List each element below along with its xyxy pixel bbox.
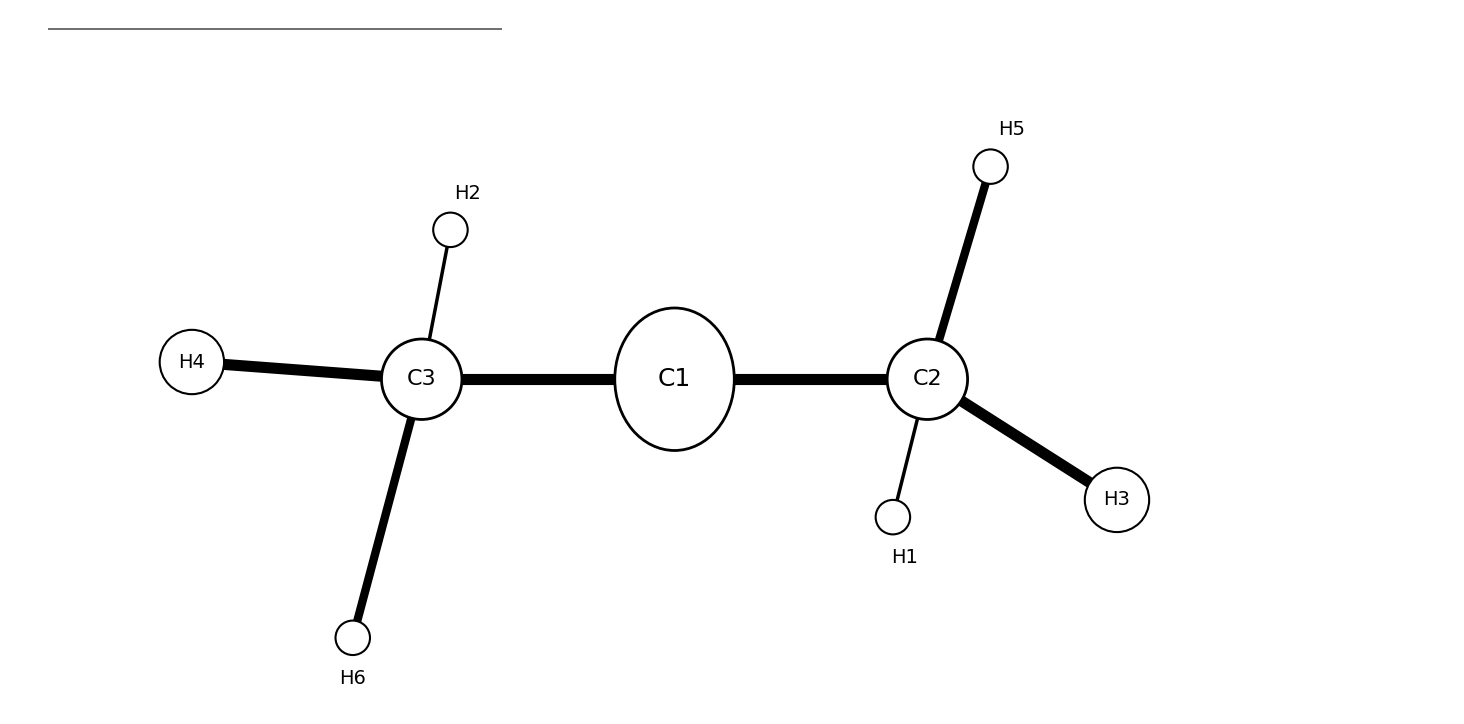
Text: H4: H4: [179, 353, 205, 371]
Text: H5: H5: [998, 120, 1025, 139]
Text: C3: C3: [407, 369, 436, 390]
Ellipse shape: [160, 330, 224, 394]
Ellipse shape: [615, 308, 735, 450]
Ellipse shape: [875, 500, 911, 534]
Text: C1: C1: [657, 367, 691, 391]
Text: C2: C2: [912, 369, 943, 390]
Ellipse shape: [974, 149, 1007, 184]
Text: H2: H2: [454, 184, 482, 203]
Text: H6: H6: [340, 668, 366, 688]
Ellipse shape: [887, 339, 968, 419]
Ellipse shape: [335, 620, 370, 655]
Text: H1: H1: [892, 548, 918, 567]
Ellipse shape: [382, 339, 463, 419]
Ellipse shape: [433, 213, 467, 247]
Text: H3: H3: [1104, 490, 1130, 510]
Ellipse shape: [1085, 468, 1149, 532]
